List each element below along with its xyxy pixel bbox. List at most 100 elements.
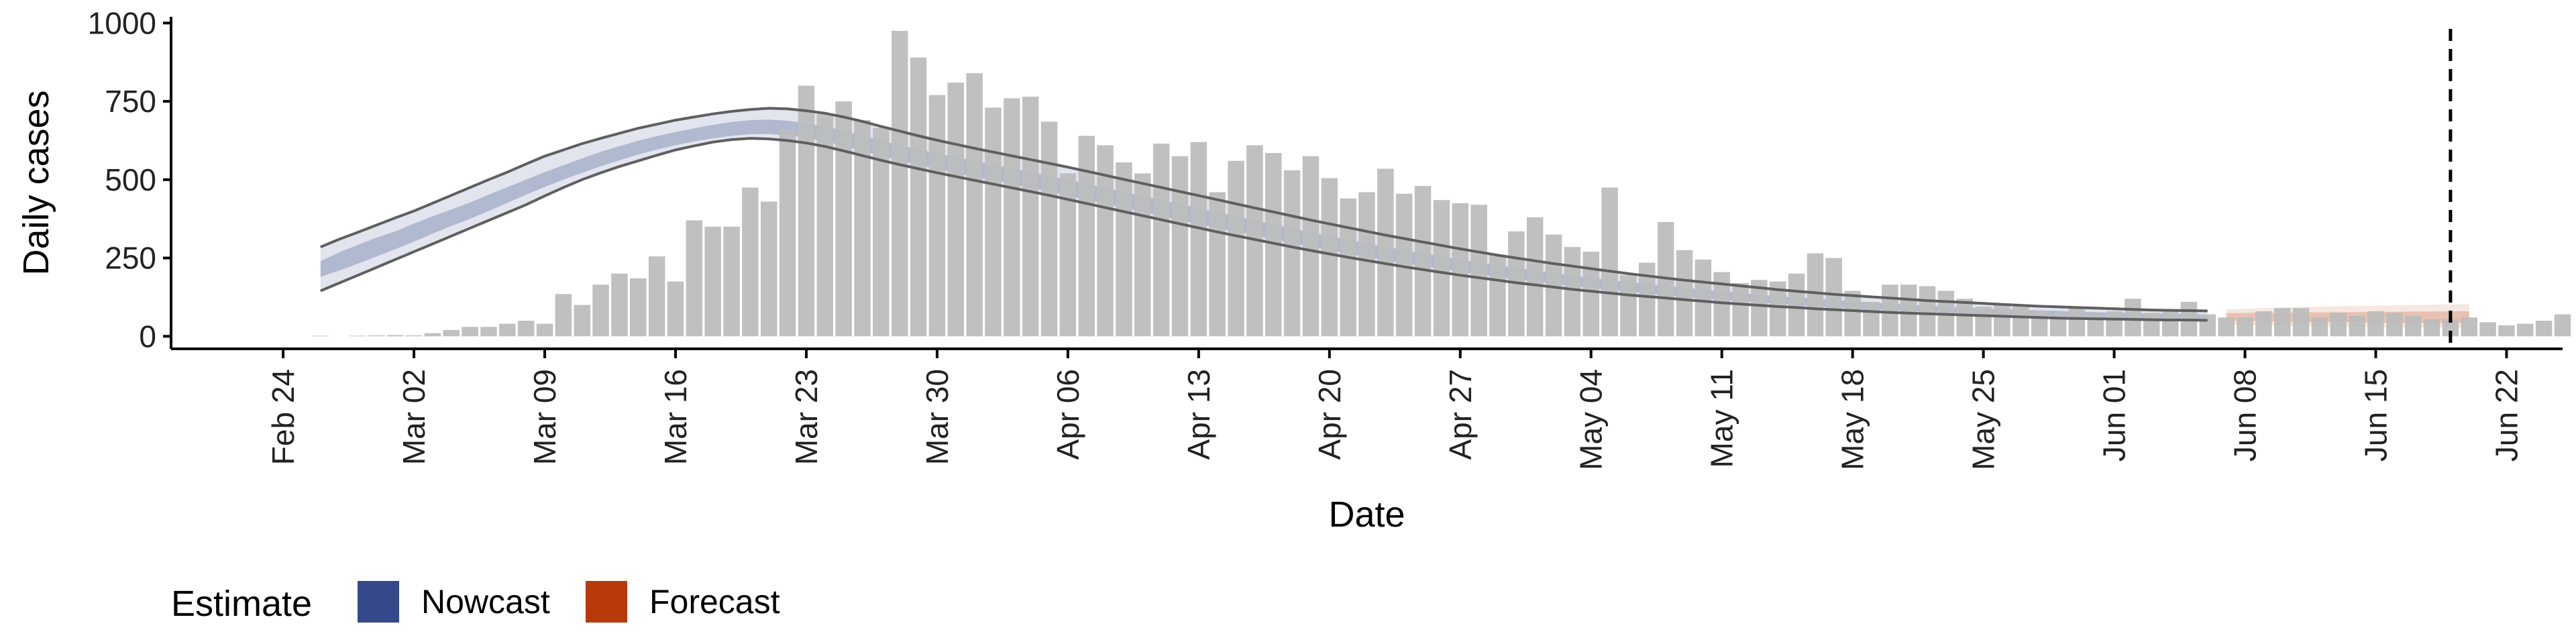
axes: 0 250 500 750 1000 Feb 24 Mar 02 Mar 09 Mar 16 M…: [88, 5, 2563, 470]
case-bar: [2049, 313, 2067, 337]
case-bar: [2143, 313, 2160, 337]
ci-lines: [320, 107, 2208, 322]
case-bar: [312, 335, 329, 337]
case-bar: [816, 113, 833, 337]
case-bar: [630, 278, 647, 337]
case-bar: [1994, 303, 2010, 337]
case-bar: [517, 321, 535, 337]
case-bar: [1340, 198, 1356, 337]
case-bar: [2554, 314, 2571, 337]
case-bar: [947, 83, 964, 337]
case-bar: [2386, 313, 2403, 337]
case-bar: [910, 57, 927, 337]
case-bar: [1134, 173, 1151, 337]
case-bar: [2517, 323, 2534, 337]
case-bar: [779, 129, 796, 337]
case-bar: [1283, 170, 1301, 337]
x-tick-label: Apr 20: [1312, 369, 1347, 460]
case-bar: [1919, 286, 1936, 337]
case-bar: [928, 95, 946, 337]
x-axis-ticks: Feb 24 Mar 02 Mar 09 Mar 16 Mar 23 Mar 30 Apr …: [266, 349, 2524, 470]
case-bar: [1078, 136, 1095, 337]
case-bar: [2404, 316, 2422, 337]
case-bar: [2535, 321, 2553, 337]
case-bar: [499, 323, 516, 337]
case-bar: [2498, 325, 2515, 337]
y-tick-label: 0: [139, 319, 156, 354]
case-bar: [2199, 314, 2216, 337]
case-bar: [574, 305, 590, 337]
case-bar: [1732, 282, 1749, 337]
case-bar: [1470, 205, 1487, 337]
case-bar: [1040, 121, 1058, 337]
case-bar: [1601, 187, 1618, 337]
case-bar: [1152, 144, 1170, 337]
nowcast-upper-line: [320, 107, 2208, 313]
case-bar: [798, 85, 815, 337]
case-bar: [1209, 192, 1226, 337]
case-bar: [592, 284, 609, 337]
x-tick-label: Jun 22: [2489, 369, 2524, 462]
legend-label-nowcast: Nowcast: [421, 583, 550, 621]
y-tick-label: 250: [105, 241, 156, 276]
x-tick-label: Apr 27: [1443, 369, 1478, 460]
case-bar: [2255, 311, 2272, 337]
x-tick-label: May 18: [1835, 369, 1870, 470]
case-bar: [2292, 308, 2310, 337]
case-bar: [2311, 317, 2328, 337]
case-bar: [761, 201, 777, 337]
x-tick-label: Jun 08: [2228, 369, 2263, 462]
x-tick-label: Apr 06: [1051, 369, 1085, 460]
case-bar: [2125, 299, 2141, 337]
case-bar: [667, 281, 684, 337]
x-tick-label: Jun 01: [2097, 369, 2132, 462]
legend-swatch-nowcast: [358, 581, 399, 623]
case-bar: [1321, 178, 1338, 337]
case-bar: [1190, 142, 1208, 337]
case-bar: [742, 187, 759, 337]
case-bar: [1825, 258, 1842, 337]
x-tick-label: Mar 09: [527, 369, 562, 465]
case-bar: [648, 256, 665, 337]
case-bar: [686, 220, 703, 337]
case-bar: [424, 333, 441, 337]
case-bar: [892, 31, 908, 337]
case-bar: [835, 101, 852, 337]
case-bar: [1956, 299, 1973, 337]
case-bar: [1863, 302, 1880, 337]
legend: Estimate Nowcast Forecast: [171, 581, 780, 624]
nowcast-outer-band: [320, 108, 2208, 321]
case-bar: [1414, 186, 1432, 337]
case-bar: [2479, 322, 2496, 337]
nowcast-lower-line: [320, 137, 2208, 322]
case-bar: [2367, 311, 2384, 337]
case-bar: [1900, 284, 1917, 337]
case-bar: [2068, 308, 2086, 337]
case-bar: [1844, 290, 1861, 337]
case-bar: [1171, 156, 1189, 337]
case-bar: [1022, 97, 1039, 337]
case-bar: [1004, 98, 1020, 337]
case-bar: [1228, 160, 1244, 337]
case-bar: [2461, 317, 2477, 337]
legend-swatch-forecast: [586, 581, 627, 623]
case-bar: [1676, 250, 1693, 337]
case-bar: [536, 323, 553, 337]
case-bar: [1452, 203, 1468, 337]
case-bar: [555, 294, 572, 337]
x-tick-label: Apr 13: [1181, 369, 1216, 460]
case-bar: [2237, 317, 2253, 337]
case-bar: [1620, 275, 1637, 337]
x-tick-label: Jun 15: [2359, 369, 2394, 462]
case-bar: [405, 335, 423, 337]
case-bar: [2161, 311, 2179, 337]
case-bar: [2274, 308, 2291, 337]
x-tick-label: May 25: [1966, 369, 2001, 470]
case-bar: [2330, 313, 2347, 337]
case-bar: [1358, 192, 1375, 337]
case-bar: [2012, 305, 2029, 337]
case-bar: [2031, 311, 2048, 337]
y-tick-label: 1000: [88, 5, 156, 40]
case-bar: [854, 120, 871, 337]
